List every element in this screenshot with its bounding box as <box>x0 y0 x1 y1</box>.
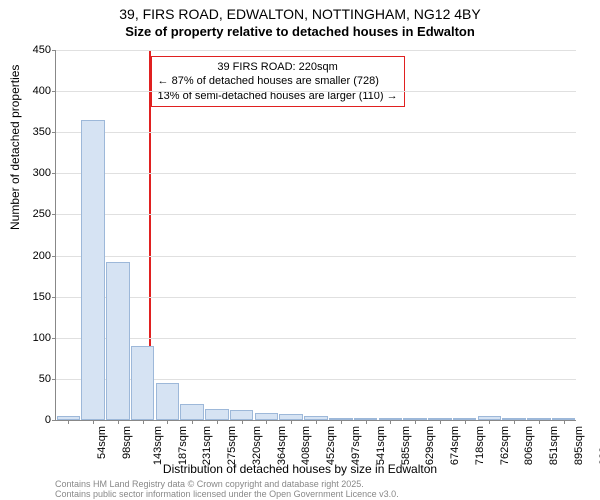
x-tick-label: 187sqm <box>177 426 189 465</box>
x-tick-label: 143sqm <box>152 426 164 465</box>
y-tick-mark <box>52 338 56 339</box>
chart-address-title: 39, FIRS ROAD, EDWALTON, NOTTINGHAM, NG1… <box>0 6 600 22</box>
x-tick-label: 320sqm <box>251 426 263 465</box>
x-tick-label: 674sqm <box>449 426 461 465</box>
y-tick-mark <box>52 256 56 257</box>
grid-line <box>56 214 576 215</box>
y-tick-label: 0 <box>11 414 51 426</box>
x-tick-mark <box>514 420 515 424</box>
y-tick-label: 50 <box>11 373 51 385</box>
y-tick-mark <box>52 132 56 133</box>
x-tick-label: 497sqm <box>350 426 362 465</box>
x-tick-mark <box>93 420 94 424</box>
x-tick-label: 585sqm <box>400 426 412 465</box>
histogram-bar <box>230 410 254 420</box>
x-tick-label: 541sqm <box>375 426 387 465</box>
y-tick-mark <box>52 379 56 380</box>
grid-line <box>56 173 576 174</box>
footer-attribution: Contains HM Land Registry data © Crown c… <box>55 480 399 500</box>
histogram-bar <box>106 262 130 420</box>
y-tick-label: 200 <box>11 250 51 262</box>
annotation-line: ← 87% of detached houses are smaller (72… <box>158 74 398 88</box>
x-tick-mark <box>266 420 267 424</box>
x-tick-mark <box>242 420 243 424</box>
x-tick-mark <box>390 420 391 424</box>
histogram-bar <box>81 120 105 420</box>
x-tick-label: 364sqm <box>276 426 288 465</box>
x-tick-mark <box>564 420 565 424</box>
footer-line: Contains public sector information licen… <box>55 490 399 500</box>
x-tick-label: 275sqm <box>226 426 238 465</box>
x-tick-mark <box>440 420 441 424</box>
x-tick-mark <box>316 420 317 424</box>
histogram-bar <box>180 404 204 420</box>
y-tick-mark <box>52 214 56 215</box>
y-axis-labels: 050100150200250300350400450 <box>0 50 55 420</box>
x-tick-mark <box>143 420 144 424</box>
chart-subtitle: Size of property relative to detached ho… <box>0 24 600 39</box>
y-tick-label: 250 <box>11 208 51 220</box>
histogram-bar <box>205 409 229 421</box>
y-tick-label: 400 <box>11 85 51 97</box>
y-tick-mark <box>52 420 56 421</box>
x-tick-mark <box>217 420 218 424</box>
grid-line <box>56 91 576 92</box>
x-tick-label: 629sqm <box>424 426 436 465</box>
y-tick-mark <box>52 297 56 298</box>
x-tick-label: 806sqm <box>523 426 535 465</box>
y-tick-label: 450 <box>11 44 51 56</box>
y-tick-label: 150 <box>11 291 51 303</box>
y-tick-label: 100 <box>11 332 51 344</box>
x-tick-label: 231sqm <box>202 426 214 465</box>
grid-line <box>56 132 576 133</box>
plot-area: 39 FIRS ROAD: 220sqm← 87% of detached ho… <box>55 50 576 421</box>
annotation-line: 39 FIRS ROAD: 220sqm <box>158 60 398 74</box>
x-tick-mark <box>539 420 540 424</box>
x-tick-label: 98sqm <box>121 426 133 459</box>
y-tick-mark <box>52 91 56 92</box>
x-tick-label: 54sqm <box>96 426 108 459</box>
x-tick-label: 851sqm <box>548 426 560 465</box>
chart-title-block: 39, FIRS ROAD, EDWALTON, NOTTINGHAM, NG1… <box>0 0 600 39</box>
y-tick-label: 300 <box>11 167 51 179</box>
x-tick-mark <box>68 420 69 424</box>
grid-line <box>56 297 576 298</box>
x-tick-label: 408sqm <box>301 426 313 465</box>
x-tick-mark <box>341 420 342 424</box>
x-tick-mark <box>465 420 466 424</box>
x-tick-mark <box>489 420 490 424</box>
x-tick-mark <box>192 420 193 424</box>
x-tick-label: 895sqm <box>573 426 585 465</box>
x-tick-mark <box>415 420 416 424</box>
x-tick-label: 452sqm <box>325 426 337 465</box>
annotation-box: 39 FIRS ROAD: 220sqm← 87% of detached ho… <box>151 56 405 107</box>
grid-line <box>56 50 576 51</box>
y-tick-mark <box>52 50 56 51</box>
grid-line <box>56 338 576 339</box>
y-tick-mark <box>52 173 56 174</box>
y-tick-label: 350 <box>11 126 51 138</box>
x-tick-mark <box>167 420 168 424</box>
x-tick-mark <box>291 420 292 424</box>
property-size-chart: 39, FIRS ROAD, EDWALTON, NOTTINGHAM, NG1… <box>0 0 600 500</box>
x-tick-label: 762sqm <box>499 426 511 465</box>
x-tick-mark <box>366 420 367 424</box>
x-tick-mark <box>118 420 119 424</box>
histogram-bar <box>156 383 180 420</box>
histogram-bar <box>131 346 155 420</box>
grid-line <box>56 256 576 257</box>
x-tick-label: 718sqm <box>474 426 486 465</box>
